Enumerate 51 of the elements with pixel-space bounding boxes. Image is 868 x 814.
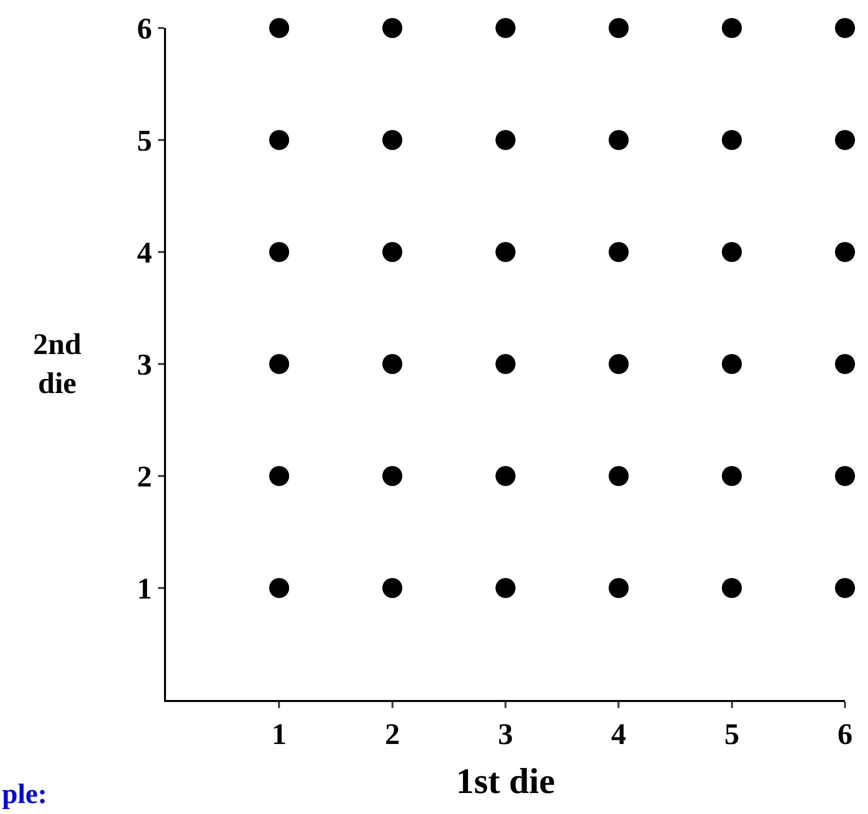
point — [835, 130, 855, 150]
point — [382, 354, 402, 374]
y-tick-label: 3 — [137, 348, 152, 382]
point — [835, 242, 855, 262]
point — [608, 466, 629, 486]
x-tick-label: 1 — [272, 718, 287, 751]
point — [269, 354, 290, 374]
point — [608, 578, 629, 598]
point — [382, 242, 402, 262]
point — [722, 242, 742, 262]
point — [722, 354, 742, 374]
x-axis-title: 1st die — [456, 761, 556, 802]
point — [722, 466, 742, 486]
point — [382, 130, 402, 150]
point — [608, 130, 629, 150]
point — [496, 242, 516, 262]
point — [722, 130, 742, 150]
point — [608, 242, 629, 262]
point — [608, 354, 629, 374]
point — [722, 18, 742, 38]
point — [269, 578, 290, 598]
point — [496, 354, 516, 374]
y-tick-label: 1 — [137, 572, 152, 606]
point — [835, 466, 855, 486]
point — [269, 242, 290, 262]
point — [269, 466, 290, 486]
point — [496, 578, 516, 598]
point — [269, 130, 290, 150]
x-tick-label: 5 — [724, 718, 740, 751]
x-tick-label: 3 — [498, 718, 513, 751]
y-tick-label: 5 — [137, 124, 152, 158]
point — [382, 18, 402, 38]
point — [269, 18, 290, 38]
y-axis-title: 2nd die — [33, 328, 82, 400]
point — [496, 130, 516, 150]
point — [835, 18, 855, 38]
point — [835, 578, 855, 598]
x-tick-label: 6 — [838, 718, 852, 751]
point — [608, 18, 629, 38]
point — [835, 354, 855, 374]
point — [382, 466, 402, 486]
text: ple: — [2, 779, 48, 810]
point — [496, 466, 516, 486]
x-tick-label: 4 — [611, 718, 626, 751]
x-tick-label: 2 — [384, 718, 400, 751]
y-tick-label: 2 — [137, 460, 152, 494]
y-tick-label: 4 — [137, 236, 152, 270]
point — [382, 578, 402, 598]
point — [496, 18, 516, 38]
point — [722, 578, 742, 598]
y-tick-label: 6 — [137, 12, 152, 46]
